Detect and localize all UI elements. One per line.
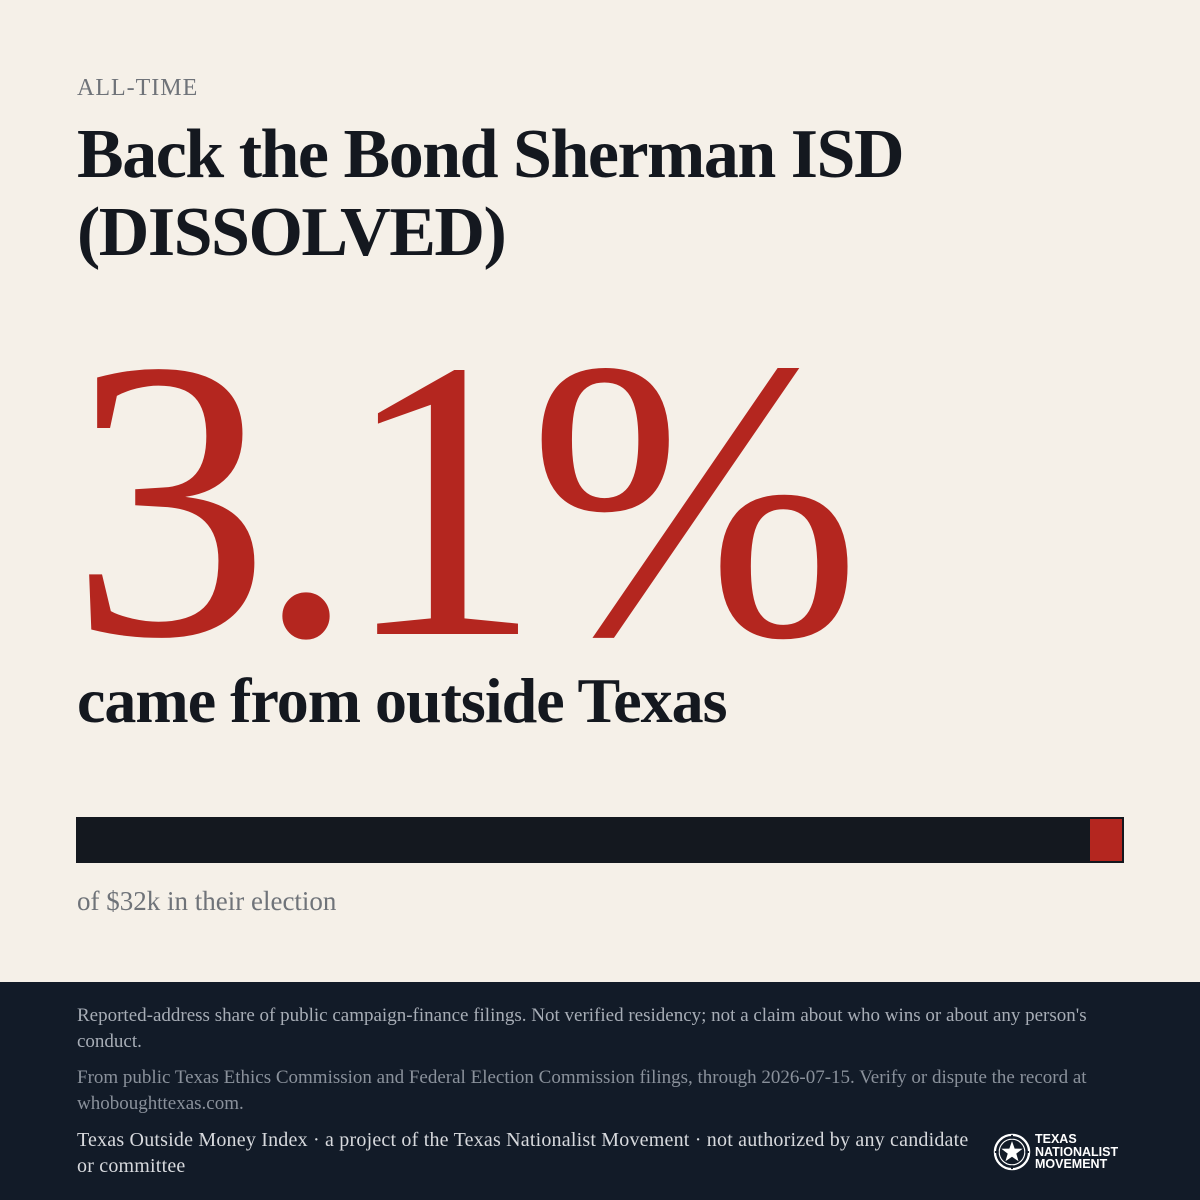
logo-line-1: TEXAS	[1035, 1132, 1077, 1147]
source-text: From public Texas Ethics Commission and …	[77, 1067, 1087, 1114]
star-seal-icon	[993, 1133, 1031, 1171]
share-bar	[76, 817, 1124, 863]
tnm-logo: TEXAS NATIONALIST MOVEMENT	[993, 1131, 1118, 1173]
stat-caption: came from outside Texas	[77, 665, 728, 736]
logo-line-3: MOVEMENT	[1035, 1157, 1108, 1172]
outside-share-stat: 3.1%	[70, 278, 861, 721]
logo-wordmark: TEXAS NATIONALIST MOVEMENT	[1035, 1133, 1118, 1171]
disclaimer-text: Reported-address share of public campaig…	[77, 1005, 1087, 1052]
card-main: ALL-TIME Back the Bond Sherman ISD (DISS…	[70, 75, 1124, 916]
logo-line-2: NATIONALIST	[1035, 1144, 1119, 1159]
timeframe-label: ALL-TIME	[77, 75, 199, 101]
share-bar-outside-fill	[1089, 819, 1122, 861]
credit-text: Texas Outside Money Index · a project of…	[77, 1129, 969, 1177]
bar-caption: of $32k in their election	[77, 886, 337, 916]
page-title: Back the Bond Sherman ISD (DISSOLVED)	[77, 116, 905, 271]
